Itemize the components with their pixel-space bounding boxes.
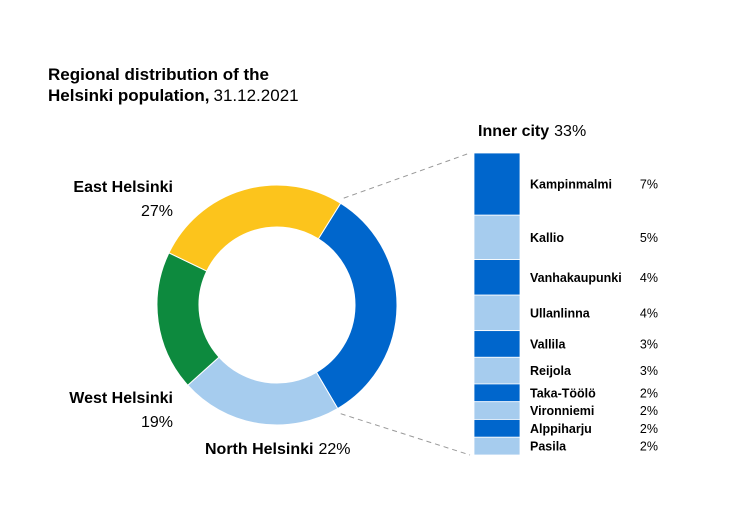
chart-title-line1: Regional distribution of the (48, 65, 269, 84)
label-ullanlinna: Ullanlinna (530, 306, 591, 320)
chart-title-text: Helsinki population, (48, 86, 210, 105)
bar-reijola (473, 356, 521, 385)
donut-segment-east-helsinki (168, 184, 342, 272)
donut-chart (156, 184, 398, 426)
pct-west-helsinki: 19% (141, 414, 173, 431)
pct-reijola: 3% (640, 364, 658, 378)
label-east-helsinki: East Helsinki (73, 179, 173, 196)
pct-vanhakaupunki: 4% (640, 271, 658, 285)
chart-title-date: 31.12.2021 (214, 86, 299, 105)
pct-inner-city: 33% (554, 123, 586, 140)
chart-title-line2: Helsinki population, 31.12.2021 (48, 86, 299, 105)
pct-taka-t-l: 2% (640, 386, 658, 400)
label-alppiharju: Alppiharju (530, 422, 592, 436)
donut-segment-north-helsinki (187, 356, 339, 426)
pct-pasila: 2% (640, 440, 658, 454)
bar-kampinmalmi (473, 152, 521, 216)
bar-pasila (473, 436, 521, 456)
label-west-helsinki: West Helsinki (69, 390, 173, 407)
bar-vironniemi (473, 401, 521, 420)
pct-east-helsinki: 27% (141, 203, 173, 220)
label-north-helsinki-row: North Helsinki 22% (205, 441, 351, 458)
label-inner-city-row: Inner city 33% (478, 123, 586, 140)
label-taka-t-l: Taka-Töölö (530, 386, 596, 400)
pct-vironniemi: 2% (640, 404, 658, 418)
label-vanhakaupunki: Vanhakaupunki (530, 271, 622, 285)
bar-kallio (473, 214, 521, 260)
connector-line-top (343, 152, 471, 199)
bar-alppiharju (473, 419, 521, 438)
inner-city-breakdown: Kampinmalmi 7% Kallio 5% Vanhakaupunki 4% Ulla… (473, 152, 658, 456)
label-inner-city: Inner city (478, 123, 549, 140)
bar-taka-t-l (473, 383, 521, 403)
pct-kampinmalmi: 7% (640, 178, 658, 192)
label-kallio: Kallio (530, 231, 564, 245)
connector-line-bottom (340, 413, 471, 456)
pct-north-helsinki: 22% (318, 441, 350, 458)
label-vironniemi: Vironniemi (530, 404, 594, 418)
bar-vallila (473, 330, 521, 358)
pct-vallila: 3% (640, 337, 658, 351)
donut-segment-west-helsinki (156, 252, 220, 386)
pct-ullanlinna: 4% (640, 306, 658, 320)
donut-segment-inner-city (315, 202, 398, 410)
label-reijola: Reijola (530, 364, 572, 378)
label-vallila: Vallila (530, 337, 566, 351)
label-pasila: Pasila (530, 440, 567, 454)
pct-alppiharju: 2% (640, 422, 658, 436)
bar-vanhakaupunki (473, 259, 521, 296)
label-kampinmalmi: Kampinmalmi (530, 178, 612, 192)
connector-lines (340, 152, 471, 456)
bar-ullanlinna (473, 294, 521, 332)
label-north-helsinki: North Helsinki (205, 441, 313, 458)
pct-kallio: 5% (640, 231, 658, 245)
